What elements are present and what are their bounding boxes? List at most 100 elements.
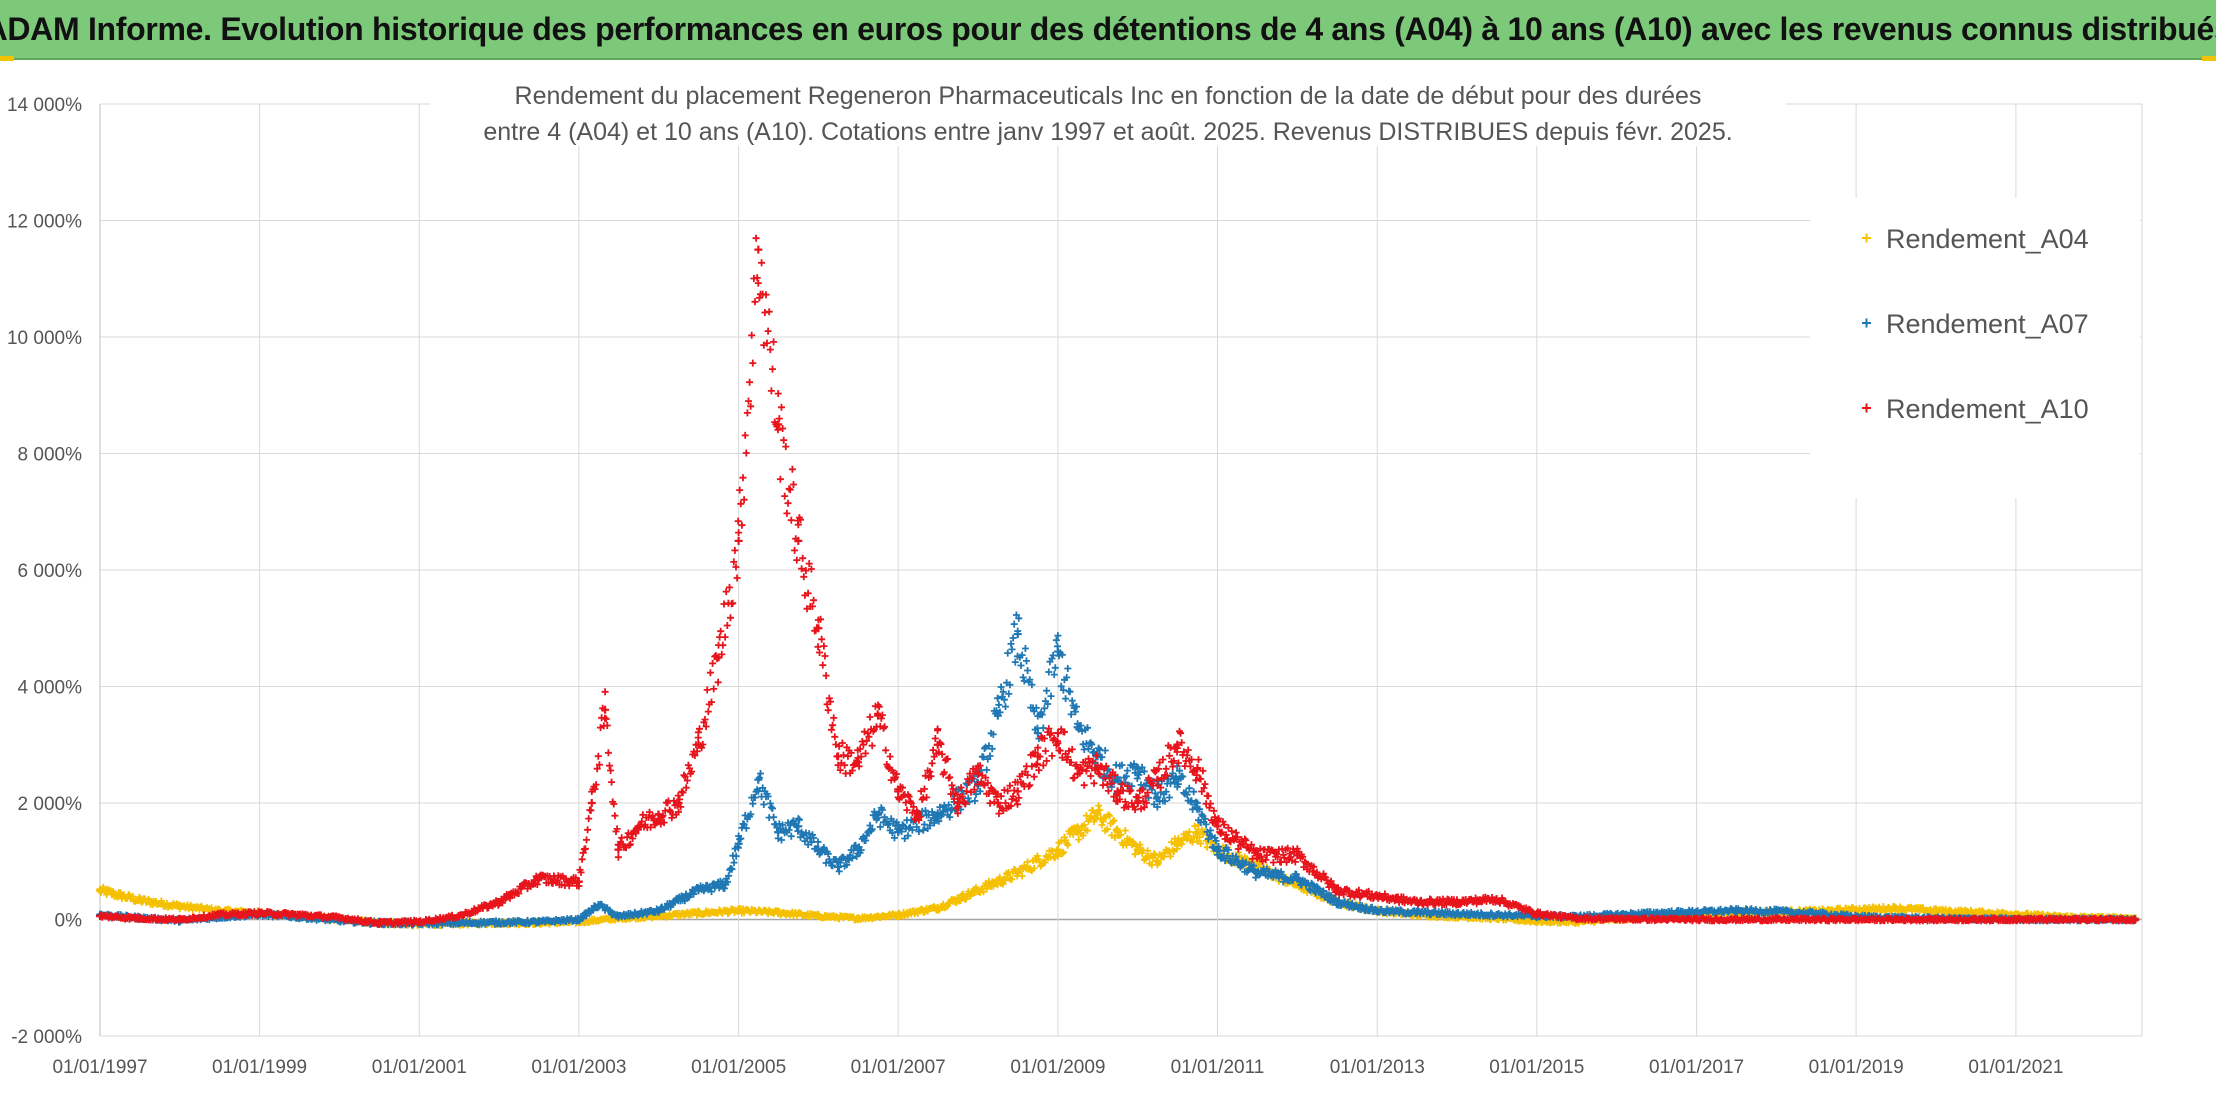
data-point	[834, 863, 843, 872]
data-point	[1453, 909, 1462, 918]
x-tick-label: 01/01/2001	[372, 1057, 467, 1078]
data-point	[1013, 868, 1022, 877]
data-point	[734, 839, 743, 848]
legend: Rendement_A04 Rendement_A07 Rendement_A10	[1810, 198, 2140, 498]
data-point	[1113, 787, 1122, 796]
data-point	[587, 799, 596, 807]
x-tick-label: 01/01/2005	[691, 1057, 786, 1078]
data-point	[1093, 810, 1102, 819]
data-point	[1891, 904, 1900, 913]
data-point	[1053, 729, 1062, 738]
data-point	[96, 886, 104, 895]
data-point	[1572, 914, 1581, 923]
data-point	[295, 910, 304, 919]
corner-mark-left	[0, 56, 14, 61]
data-point	[794, 822, 803, 831]
data-point	[1772, 915, 1781, 924]
data-point	[175, 915, 184, 924]
data-point	[674, 799, 683, 807]
series-markers	[96, 802, 2139, 930]
chart-title-line-1: Rendement du placement Regeneron Pharmac…	[515, 82, 1702, 110]
data-point	[1492, 910, 1501, 919]
series-Rendement_A07	[96, 611, 2140, 929]
data-point	[754, 245, 763, 254]
data-point	[495, 918, 504, 927]
data-point	[1213, 845, 1222, 854]
data-point	[694, 886, 703, 895]
legend-label: Rendement_A04	[1886, 224, 2089, 254]
data-point	[1193, 828, 1202, 837]
x-tick-label: 01/01/2003	[531, 1057, 626, 1078]
data-point	[1852, 915, 1861, 924]
data-point	[495, 898, 504, 907]
data-point	[1173, 839, 1182, 848]
x-tick-label: 01/01/2013	[1330, 1057, 1425, 1078]
data-point	[574, 877, 583, 886]
data-point	[1532, 909, 1541, 918]
data-point	[614, 845, 623, 854]
x-tick-label: 01/01/1999	[212, 1057, 307, 1078]
x-tick-label: 01/01/2009	[1010, 1057, 1105, 1078]
x-tick-label: 01/01/2015	[1489, 1057, 1584, 1078]
data-point	[1412, 898, 1421, 907]
data-point	[1891, 915, 1900, 924]
data-point	[774, 828, 783, 837]
data-point	[894, 787, 903, 796]
data-point	[1033, 729, 1042, 738]
legend-marker	[1862, 403, 1871, 413]
y-tick-label: 8 000%	[18, 445, 83, 466]
data-point	[933, 903, 942, 912]
data-point	[853, 914, 862, 923]
data-point	[454, 918, 463, 927]
series-Rendement_A04	[96, 802, 2140, 930]
data-point	[1692, 907, 1701, 916]
data-point	[1133, 799, 1142, 807]
data-point	[1971, 915, 1980, 924]
data-point	[534, 874, 543, 883]
series-layer	[96, 234, 2140, 930]
data-point	[1053, 845, 1062, 854]
data-point	[933, 810, 942, 819]
corner-mark-right	[2202, 56, 2216, 61]
data-point	[1931, 906, 1940, 915]
data-point	[534, 917, 543, 926]
data-point	[814, 845, 823, 854]
data-point	[694, 909, 703, 918]
data-point	[993, 799, 1002, 807]
data-point	[135, 914, 144, 923]
data-point	[894, 910, 903, 919]
data-point	[1033, 752, 1042, 761]
data-point	[894, 828, 903, 837]
series-markers	[96, 611, 2139, 929]
data-point	[1093, 764, 1102, 773]
data-point	[634, 822, 643, 831]
y-tick-label: 10 000%	[7, 328, 82, 349]
data-point	[1373, 892, 1382, 901]
data-point	[714, 653, 723, 662]
x-tick-label: 01/01/2017	[1649, 1057, 1744, 1078]
data-point	[2131, 915, 2140, 924]
data-point	[1333, 886, 1342, 895]
data-point	[1931, 915, 1940, 924]
data-point	[175, 902, 184, 911]
data-point	[1153, 857, 1162, 866]
chart-title-background	[430, 66, 1786, 146]
data-point	[255, 909, 264, 918]
chart-title: Rendement du placement Regeneron Pharmac…	[430, 66, 1786, 146]
data-point	[654, 810, 663, 819]
data-point	[135, 896, 144, 905]
data-point	[1193, 764, 1202, 773]
data-point	[375, 918, 384, 927]
data-point	[814, 624, 823, 633]
data-point	[1732, 906, 1741, 915]
data-point	[1053, 647, 1062, 656]
y-tick-label: 2 000%	[18, 794, 83, 815]
data-point	[574, 915, 583, 924]
data-point	[1373, 906, 1382, 915]
data-point	[754, 775, 763, 784]
data-point	[614, 912, 623, 921]
x-tick-label: 01/01/2007	[851, 1057, 946, 1078]
data-point	[1772, 907, 1781, 916]
data-point	[2051, 915, 2060, 924]
title-banner: ADAM Informe. Evolution historique des p…	[0, 0, 2216, 60]
